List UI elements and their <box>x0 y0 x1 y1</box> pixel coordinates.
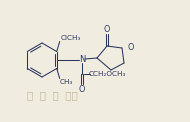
Text: O: O <box>127 42 133 51</box>
Text: CH₃: CH₃ <box>60 78 73 85</box>
Text: O: O <box>79 85 85 93</box>
Text: N: N <box>79 56 85 65</box>
Text: CCH₂OCH₃: CCH₂OCH₃ <box>88 71 126 77</box>
Text: O: O <box>104 25 110 34</box>
Text: ClCH₃: ClCH₃ <box>61 36 81 41</box>
Text: 洛  荔  化  工网: 洛 荔 化 工网 <box>27 90 77 100</box>
